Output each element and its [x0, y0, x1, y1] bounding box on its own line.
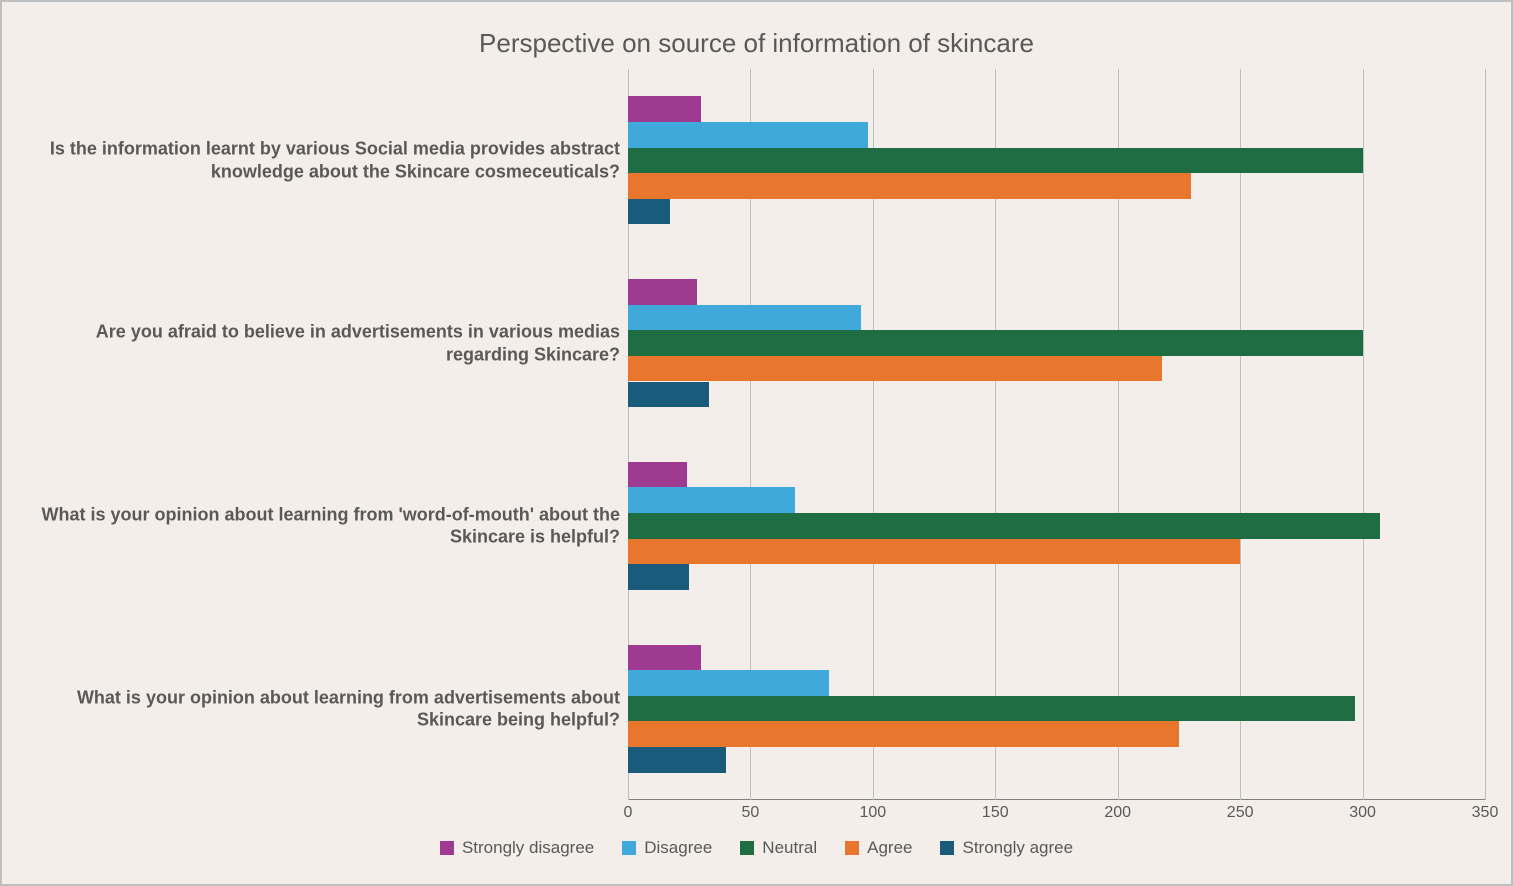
legend-label: Agree	[867, 838, 912, 858]
x-tick-label: 250	[1227, 804, 1254, 822]
x-tick-label: 200	[1104, 804, 1131, 822]
legend-label: Strongly disagree	[462, 838, 594, 858]
y-axis-labels: Is the information learnt by various Soc…	[28, 69, 628, 800]
x-axis-ticks: 050100150200250300350	[628, 800, 1485, 828]
bar	[628, 539, 1240, 565]
bar	[628, 148, 1363, 174]
bar	[628, 487, 795, 513]
bar	[628, 564, 689, 590]
legend-item: Agree	[845, 838, 912, 858]
legend-swatch	[940, 841, 954, 855]
bar	[628, 305, 861, 331]
legend-item: Disagree	[622, 838, 712, 858]
legend: Strongly disagree Disagree Neutral Agree Str…	[28, 828, 1485, 868]
plot-area	[628, 69, 1485, 800]
category-label: Are you afraid to believe in advertiseme…	[40, 321, 620, 366]
bar	[628, 122, 868, 148]
bar	[628, 382, 709, 408]
legend-swatch	[622, 841, 636, 855]
x-tick-label: 150	[982, 804, 1009, 822]
bar	[628, 173, 1191, 199]
bar	[628, 356, 1162, 382]
chart-frame: Perspective on source of information of …	[0, 0, 1513, 886]
legend-swatch	[740, 841, 754, 855]
x-axis-spacer	[28, 800, 628, 828]
x-tick-label: 300	[1349, 804, 1376, 822]
chart-title: Perspective on source of information of …	[28, 28, 1485, 59]
legend-label: Strongly agree	[962, 838, 1073, 858]
bar	[628, 513, 1380, 539]
legend-label: Neutral	[762, 838, 817, 858]
category-label: What is your opinion about learning from…	[40, 503, 620, 548]
x-tick-label: 100	[859, 804, 886, 822]
x-tick-label: 350	[1472, 804, 1499, 822]
bar	[628, 462, 687, 488]
legend-item: Strongly disagree	[440, 838, 594, 858]
category-label: What is your opinion about learning from…	[40, 686, 620, 731]
bar	[628, 96, 701, 122]
x-tick-label: 50	[742, 804, 760, 822]
bar	[628, 747, 726, 773]
bar	[628, 645, 701, 671]
gridline	[1485, 69, 1486, 800]
gridline	[1240, 69, 1241, 800]
bar	[628, 696, 1355, 722]
legend-item: Neutral	[740, 838, 817, 858]
legend-swatch	[845, 841, 859, 855]
gridline	[1363, 69, 1364, 800]
plot-row: Is the information learnt by various Soc…	[28, 69, 1485, 800]
bar	[628, 330, 1363, 356]
legend-item: Strongly agree	[940, 838, 1073, 858]
bar	[628, 279, 697, 305]
legend-label: Disagree	[644, 838, 712, 858]
legend-swatch	[440, 841, 454, 855]
bar	[628, 199, 670, 225]
x-axis-ticks-row: 050100150200250300350	[28, 800, 1485, 828]
bar	[628, 721, 1179, 747]
x-tick-label: 0	[624, 804, 633, 822]
category-label: Is the information learnt by various Soc…	[40, 138, 620, 183]
bar	[628, 670, 829, 696]
